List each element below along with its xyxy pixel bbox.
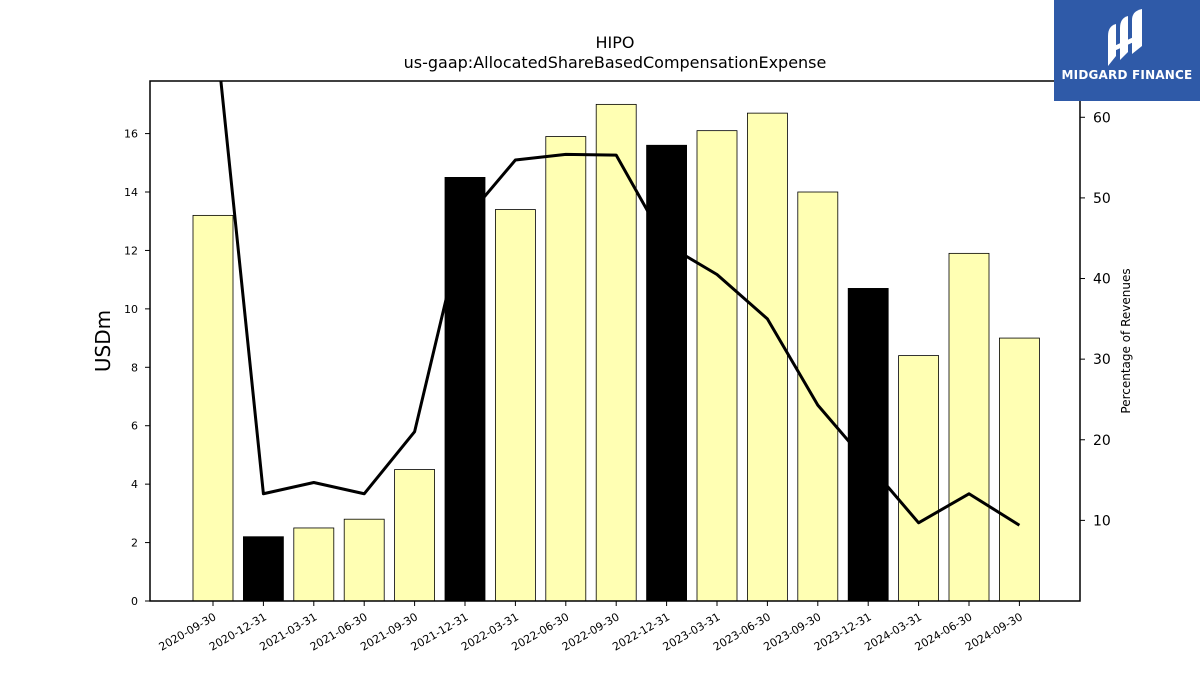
y-tick-label: 0 [131, 595, 138, 608]
line-group [219, 81, 1021, 527]
bar-2020-09-30 [192, 214, 234, 602]
y-tick-label: 10 [124, 303, 138, 316]
y-tick-label: 14 [124, 186, 138, 199]
bar-2020-12-31 [242, 536, 284, 602]
y2-tick-label: 50 [1093, 191, 1111, 207]
bar-2021-12-31 [444, 177, 486, 602]
chart-title: HIPO [596, 33, 635, 52]
bar-group [192, 103, 1040, 602]
y-tick-label: 2 [131, 537, 138, 550]
y-tick-label: 16 [124, 128, 138, 141]
bar-2021-06-30 [343, 518, 385, 602]
bar-2023-12-31 [847, 288, 889, 602]
bar-2021-09-30 [394, 469, 436, 602]
x-tick-label: 2024-09-30 [963, 610, 1025, 653]
midgard-finance-logo: MIDGARD FINANCE [1054, 0, 1200, 101]
y2-tick-label: 10 [1093, 513, 1111, 529]
y-tick-label: 6 [131, 420, 138, 433]
bar-2023-06-30 [747, 112, 788, 602]
bar-2022-09-30 [595, 103, 637, 602]
y-axis: 0 2 4 6 8 10 12 14 16 [124, 128, 150, 608]
logo-text: MIDGARD FINANCE [1061, 68, 1193, 82]
plot-frame [149, 80, 1081, 602]
y2-axis-label: Percentage of Revenues [1119, 268, 1133, 413]
y-tick-label: 12 [124, 244, 138, 257]
bar-2024-09-30 [999, 337, 1040, 602]
bar-2022-06-30 [545, 136, 587, 602]
y2-tick-label: 40 [1093, 272, 1111, 288]
bar-2021-03-31 [293, 527, 335, 602]
y-tick-label: 4 [131, 478, 138, 491]
y-tick-label: 8 [131, 361, 138, 374]
y2-tick-label: 30 [1093, 352, 1111, 368]
bar-2022-03-31 [494, 209, 536, 602]
y2-axis: 10 20 30 40 50 60 [1080, 110, 1111, 529]
y2-tick-label: 20 [1093, 433, 1111, 449]
y2-tick-label: 60 [1093, 110, 1111, 126]
bar-2024-03-31 [898, 355, 939, 602]
midgard-logo-icon [1108, 9, 1142, 66]
y-axis-label: USDm [91, 310, 115, 372]
line-percentage-of-revenues [219, 81, 1021, 527]
bar-2023-03-31 [696, 130, 738, 602]
x-axis: 2020-09-302020-12-312021-03-312021-06-30… [157, 601, 1025, 654]
bar-2022-12-31 [646, 144, 687, 602]
bar-2023-09-30 [797, 191, 839, 602]
chart-subtitle: us-gaap:AllocatedShareBasedCompensationE… [404, 53, 827, 72]
bar-2024-06-30 [948, 252, 990, 602]
